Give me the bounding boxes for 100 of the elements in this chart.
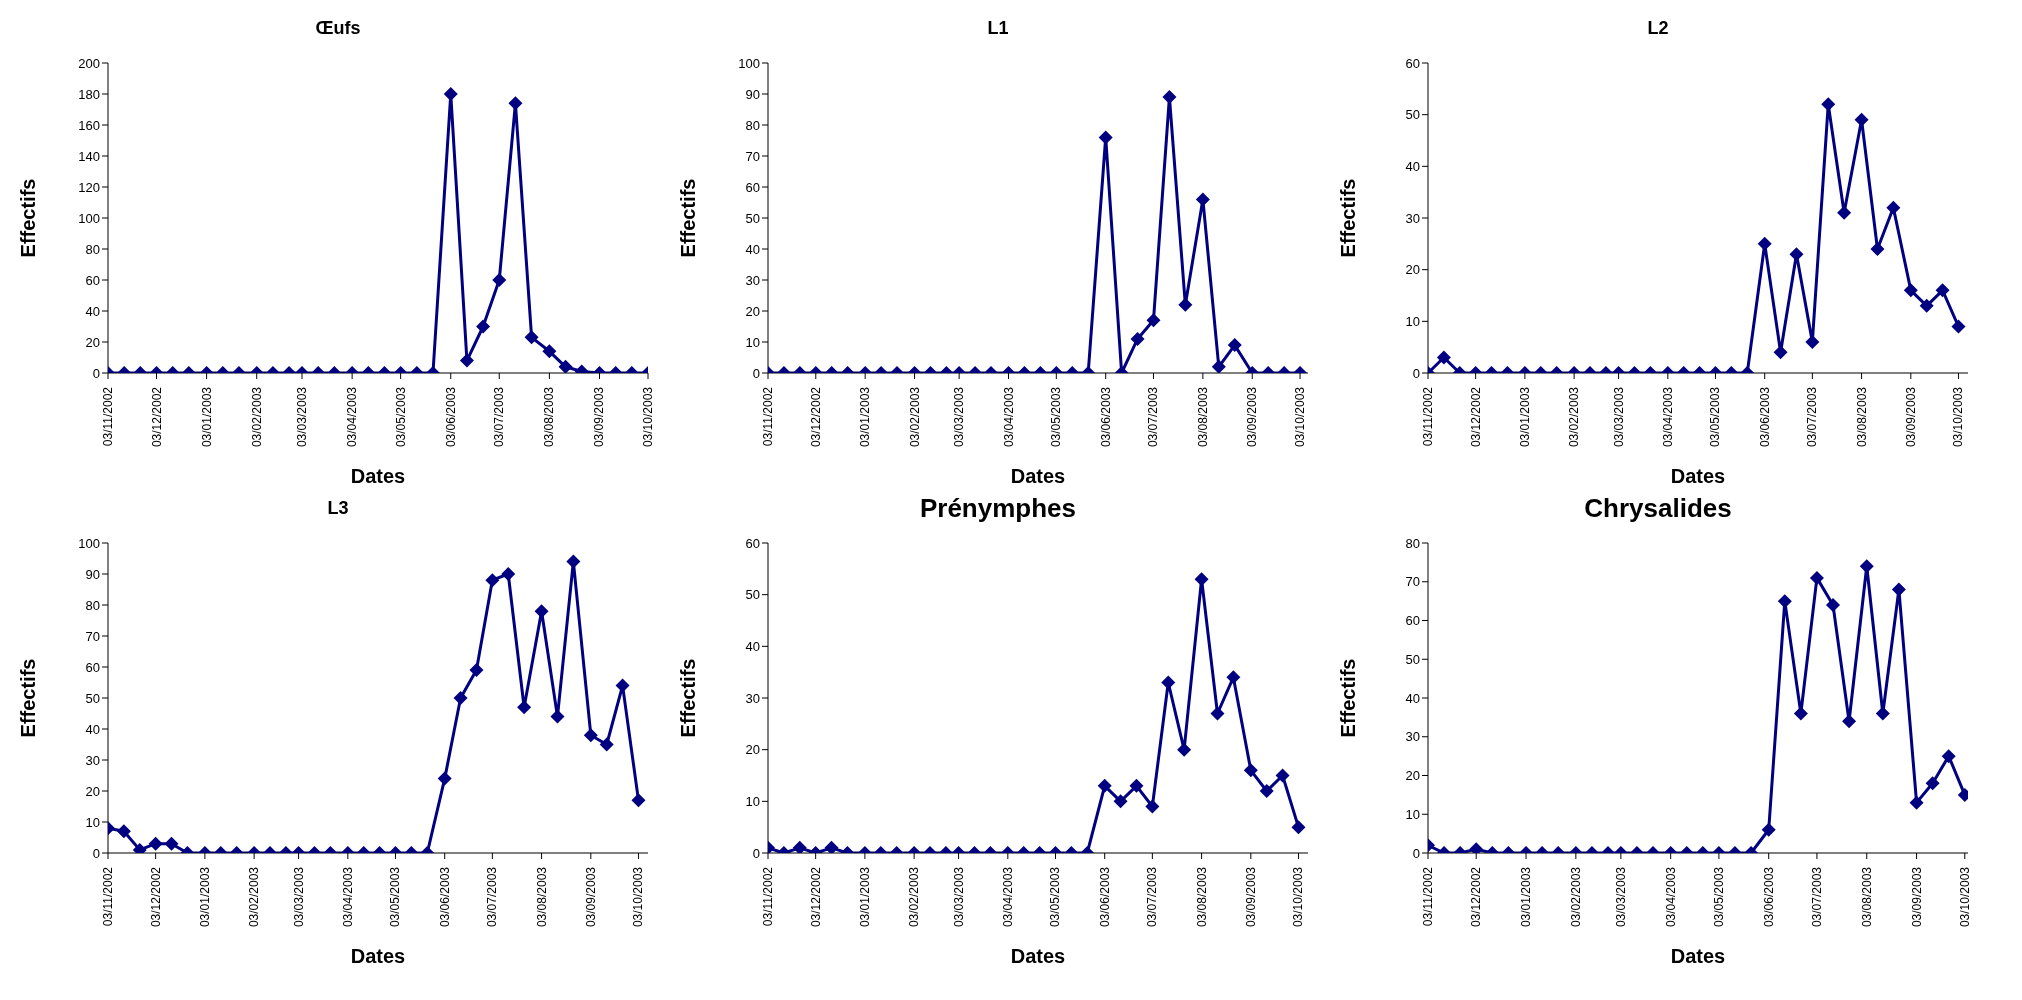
y-tick-label: 40: [1405, 158, 1420, 174]
x-axis-title: Dates: [1010, 465, 1066, 487]
x-tick-label: 03/05/2003: [1711, 866, 1726, 928]
x-tick-label: 03/09/2003: [1243, 866, 1258, 928]
x-tick-label: 03/07/2003: [1809, 866, 1824, 928]
x-tick-label: 03/04/2003: [1663, 866, 1678, 928]
point: [1161, 675, 1176, 690]
x-axis-title: Dates: [350, 945, 406, 967]
x-tick-label: 03/04/2003: [340, 866, 355, 928]
y-tick-label: 60: [1405, 55, 1420, 71]
x-tick-label: 03/04/2003: [345, 386, 360, 448]
x-tick-label: 03/07/2003: [492, 386, 507, 448]
y-tick-label: 100: [738, 55, 760, 71]
chart-title: Prénymphes: [918, 492, 1078, 525]
x-tick-label: 03/03/2003: [295, 386, 310, 448]
y-tick-label: 60: [745, 179, 760, 195]
x-tick-label: 03/04/2003: [1000, 866, 1015, 928]
y-tick-label: 20: [85, 334, 100, 350]
x-tick-label: 03/08/2003: [542, 386, 557, 448]
y-tick-label: 80: [1405, 535, 1420, 551]
point: [599, 737, 614, 752]
y-tick-label: 10: [745, 793, 760, 809]
x-tick-label: 03/12/2002: [148, 866, 163, 928]
y-tick-label: 40: [745, 241, 760, 257]
point: [534, 604, 549, 619]
point: [1129, 778, 1144, 793]
y-tick-label: 100: [78, 535, 100, 551]
x-tick-label: 03/06/2003: [1757, 386, 1772, 448]
x-tick-label: 03/11/2002: [1421, 386, 1435, 447]
x-tick-label: 03/12/2002: [1469, 866, 1484, 928]
y-tick-label: 40: [85, 721, 100, 737]
point: [1935, 283, 1950, 298]
x-tick-label: 03/05/2003: [1049, 386, 1064, 448]
x-tick-label: 03/02/2003: [907, 866, 922, 928]
y-tick-label: 140: [78, 148, 100, 164]
x-tick-label: 03/09/2003: [1245, 386, 1260, 448]
x-tick-label: 03/09/2003: [1903, 386, 1918, 448]
y-tick-label: 10: [85, 814, 100, 830]
y-tick-label: 200: [78, 55, 100, 71]
x-tick-label: 03/03/2003: [1613, 866, 1628, 928]
x-tick-label: 03/08/2003: [1195, 386, 1210, 448]
x-tick-label: 03/06/2003: [1761, 866, 1776, 928]
x-tick-label: 03/05/2003: [1048, 866, 1063, 928]
y-tick-label: 10: [1405, 313, 1420, 329]
x-tick-label: 03/11/2002: [761, 386, 775, 447]
x-tick-label: 03/09/2003: [1909, 866, 1924, 928]
x-tick-label: 03/08/2003: [1854, 386, 1869, 448]
point: [437, 771, 452, 786]
x-tick-label: 03/01/2003: [858, 386, 873, 448]
x-tick-label: 03/10/2003: [641, 386, 655, 448]
point: [1903, 283, 1918, 298]
point: [1757, 236, 1772, 251]
y-tick-label: 20: [1405, 768, 1420, 784]
y-tick-label: 50: [745, 210, 760, 226]
point: [1275, 768, 1290, 783]
point: [517, 700, 532, 715]
x-tick-label: 03/07/2003: [1805, 386, 1820, 448]
y-tick-label: 70: [1405, 574, 1420, 590]
x-tick-label: 03/12/2002: [149, 386, 164, 448]
x-tick-label: 03/11/2002: [1421, 866, 1435, 927]
y-tick-label: 60: [85, 272, 100, 288]
x-tick-label: 03/02/2003: [907, 386, 922, 448]
y-tick-label: 30: [745, 690, 760, 706]
y-tick-label: 40: [1405, 690, 1420, 706]
x-axis-title: Dates: [1010, 945, 1066, 967]
x-tick-label: 03/08/2003: [534, 866, 549, 928]
x-tick-label: 03/06/2003: [443, 386, 458, 448]
x-tick-label: 03/03/2003: [291, 866, 306, 928]
y-tick-label: 20: [85, 783, 100, 799]
y-tick-label: 70: [85, 628, 100, 644]
x-tick-label: 03/07/2003: [485, 866, 500, 928]
x-tick-label: 03/01/2003: [857, 866, 872, 928]
point: [485, 573, 500, 588]
y-tick-label: 20: [745, 303, 760, 319]
y-axis-title: Effectifs: [1337, 178, 1360, 258]
x-tick-label: 03/11/2002: [101, 866, 115, 927]
point: [1809, 570, 1824, 585]
y-axis-title: Effectifs: [677, 178, 700, 258]
x-tick-label: 03/03/2003: [952, 386, 967, 448]
y-tick-label: 80: [85, 597, 100, 613]
point: [1226, 670, 1241, 685]
y-tick-label: 30: [1405, 210, 1420, 226]
point: [1875, 706, 1890, 721]
point: [1162, 90, 1177, 105]
y-tick-label: 100: [78, 210, 100, 226]
y-tick-label: 30: [1405, 729, 1420, 745]
y-tick-label: 50: [85, 690, 100, 706]
x-tick-label: 03/09/2003: [583, 866, 598, 928]
x-tick-label: 03/05/2003: [1708, 386, 1723, 448]
point: [453, 691, 468, 705]
y-tick-label: 90: [85, 566, 100, 582]
point: [615, 678, 630, 693]
y-tick-label: 50: [1405, 651, 1420, 667]
y-tick-label: 80: [745, 117, 760, 133]
x-tick-label: 03/01/2003: [197, 866, 212, 928]
x-tick-label: 03/10/2003: [1293, 386, 1308, 448]
y-tick-label: 0: [752, 845, 760, 861]
chart-title: L3: [326, 497, 350, 520]
y-tick-label: 40: [85, 303, 100, 319]
point: [1777, 594, 1792, 609]
